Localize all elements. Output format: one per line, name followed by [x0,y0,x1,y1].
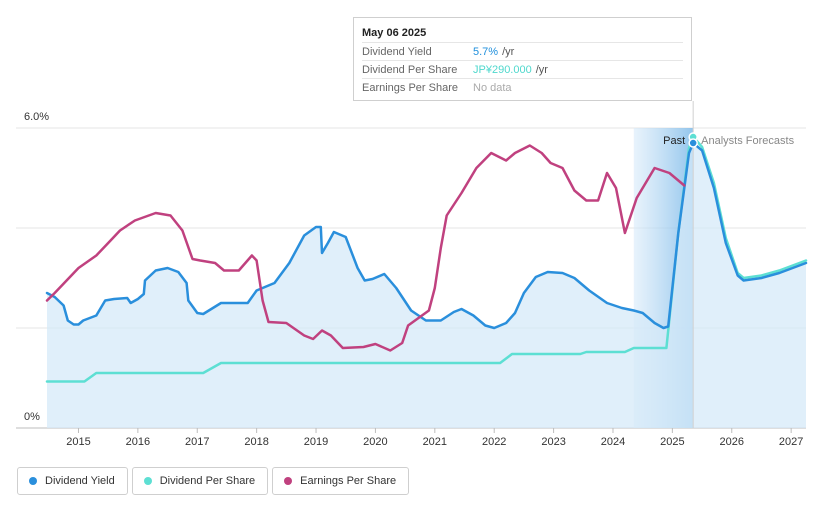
y-tick-label: 6.0% [24,111,49,123]
dividend-yield-dot-icon [29,477,37,485]
earnings-per-share-dot-icon [284,477,293,485]
x-axis: 2015 2016 2017 2018 2019 2020 2021 2022 2023 2024… [66,428,803,448]
x-tick-label: 2020 [363,436,387,448]
tooltip-label: Earnings Per Share [362,81,458,94]
x-tick-label: 2024 [601,436,625,448]
x-tick-label: 2015 [66,436,90,448]
dividend-yield-marker [688,138,698,148]
tooltip-unit: /yr [502,45,515,58]
dividend-per-share-line [45,135,808,383]
tooltip-label: Dividend Yield [362,45,432,58]
tooltip-value: JP¥290.000 [473,63,532,76]
tooltip-row-yield: Dividend Yield 5.7% /yr [362,42,683,60]
dividend-per-share-dot-icon [143,477,152,485]
tooltip-value: No data [473,81,512,94]
earnings-per-share-line [45,144,686,352]
hover-tooltip: May 06 2025 Dividend Yield 5.7% /yr Divi… [353,17,692,101]
legend-dividend-yield[interactable]: Dividend Yield [17,467,128,495]
legend-label: Dividend Per Share [159,475,256,487]
x-tick-label: 2023 [541,436,565,448]
tooltip-label: Dividend Per Share [362,63,458,76]
dividend-yield-area [47,143,806,428]
dividend-yield-line [45,141,808,330]
x-tick-label: 2019 [304,436,328,448]
chart-legend: Dividend Yield Dividend Per Share Earnin… [17,467,410,495]
past-label: Past [663,135,685,147]
tooltip-date: May 06 2025 [362,27,427,39]
hover-markers [688,132,698,148]
x-tick-label: 2025 [660,436,684,448]
forecast-label: Analysts Forecasts [701,135,794,147]
x-tick-label: 2022 [482,436,506,448]
tooltip-row-eps: Earnings Per Share No data [362,78,683,96]
tooltip-unit: /yr [535,63,548,76]
legend-earnings-per-share[interactable]: Earnings Per Share [272,467,410,495]
x-tick-label: 2026 [720,436,744,448]
tooltip-value: 5.7% [473,45,499,58]
x-tick-label: 2017 [185,436,209,448]
x-tick-label: 2016 [126,436,150,448]
legend-dividend-per-share[interactable]: Dividend Per Share [131,467,269,495]
legend-label: Dividend Yield [45,475,115,487]
series-layer [45,135,808,428]
x-tick-label: 2021 [423,436,447,448]
y-tick-label: 0% [24,411,40,423]
y-axis: 6.0% 0% [24,111,49,423]
legend-label: Earnings Per Share [300,475,397,487]
tooltip-row-dps: Dividend Per Share JP¥290.000 /yr [362,60,683,78]
x-tick-label: 2027 [779,436,803,448]
x-tick-label: 2018 [244,436,268,448]
